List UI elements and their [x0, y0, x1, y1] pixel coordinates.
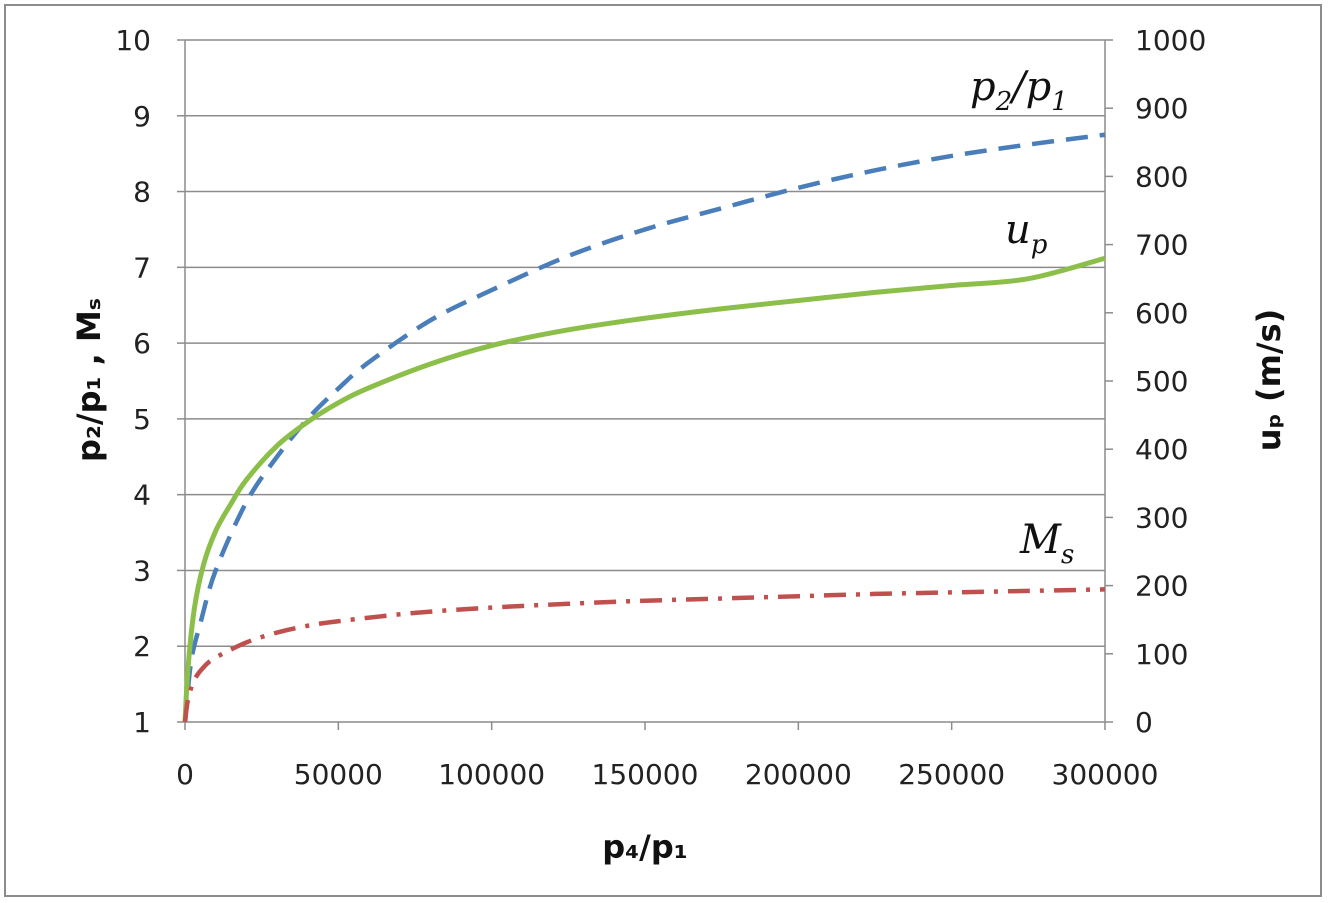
tick-label-y-left: 1	[133, 706, 151, 739]
chart-frame	[4, 4, 1322, 897]
tick-label-y-left: 2	[133, 630, 151, 663]
tick-label-y-left: 10	[115, 24, 151, 57]
tick-label-y-right: 700	[1135, 229, 1188, 262]
tick-label-y-right: 1000	[1135, 24, 1206, 57]
tick-label-y-left: 7	[133, 251, 151, 284]
series-ms-line	[182, 587, 1106, 723]
tick-label-y-left: 9	[133, 100, 151, 133]
tick-label-x: 100000	[438, 758, 545, 791]
tick-label-y-right: 100	[1135, 638, 1188, 671]
tick-label-x: 200000	[745, 758, 852, 791]
tick-label-y-right: 900	[1135, 92, 1188, 125]
label-ms: Ms	[1019, 517, 1074, 570]
tick-label-y-right: 800	[1135, 160, 1188, 193]
label-up: up	[1005, 207, 1048, 260]
tick-labels: 1234567891001002003004005006007008009001…	[115, 24, 1206, 791]
tick-label-y-left: 5	[133, 403, 151, 436]
tick-label-x: 300000	[1052, 758, 1159, 791]
series-layer	[182, 132, 1106, 723]
x-axis-title: p₄/p₁	[602, 828, 688, 866]
tick-label-x: 250000	[898, 758, 1005, 791]
tick-label-x: 50000	[294, 758, 383, 791]
tick-label-y-right: 500	[1135, 365, 1188, 398]
tick-label-y-left: 6	[133, 327, 151, 360]
tick-label-y-right: 300	[1135, 501, 1188, 534]
axes	[177, 39, 1113, 730]
tick-label-y-left: 3	[133, 554, 151, 587]
tick-label-y-right: 600	[1135, 297, 1188, 330]
tick-label-y-right: 0	[1135, 706, 1153, 739]
tick-label-x: 0	[176, 758, 194, 791]
series-p2-over-p1-line	[182, 132, 1106, 723]
tick-label-y-left: 8	[133, 176, 151, 209]
series-up-line	[182, 255, 1106, 723]
y-right-axis-title: uₚ (m/s)	[1250, 309, 1288, 452]
tick-label-y-right: 200	[1135, 570, 1188, 603]
tick-label-y-left: 4	[133, 479, 151, 512]
gridlines	[185, 39, 1105, 647]
tick-label-x: 150000	[592, 758, 699, 791]
y-left-axis-title: p₂/p₁ , Mₛ	[70, 298, 108, 462]
label-p2-over-p1: p2/p1	[970, 64, 1068, 117]
tick-label-y-right: 400	[1135, 433, 1188, 466]
